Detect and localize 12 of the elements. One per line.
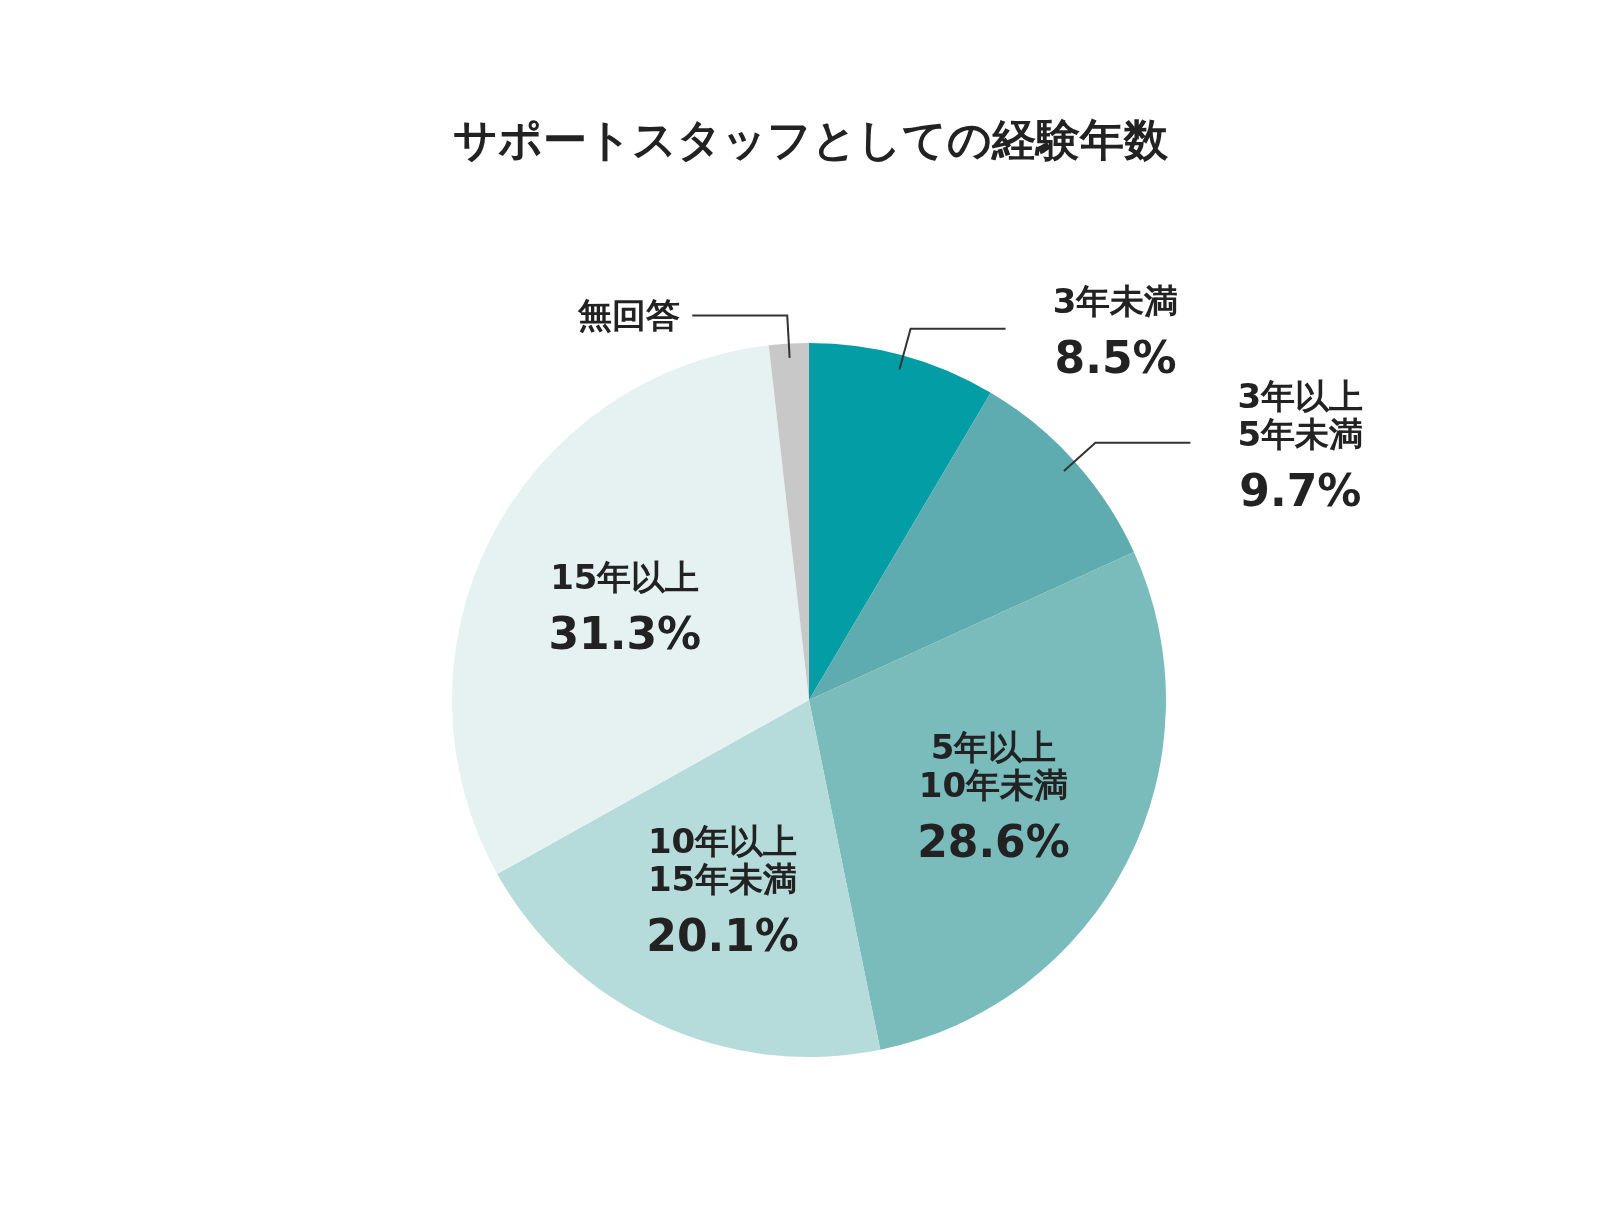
slice-label: 15年以上 [550,557,700,598]
slice-label: 3年以上 5年未満 [1237,375,1364,454]
data-label: 9.7% [1239,464,1362,516]
slice-label: 無回答 [577,294,681,335]
data-label: 8.5% [1054,331,1177,383]
slice-label: 10年以上 15年未満 [647,821,798,900]
data-label: 20.1% [646,910,799,962]
data-label: 28.6% [917,816,1070,867]
data-label: 31.3% [548,608,702,660]
slice-label: 3年未満 [1052,280,1179,321]
chart-title: サポートスタッフとしての経験年数 [452,114,1169,165]
slice-label: 5年以上 10年未満 [918,727,1069,805]
